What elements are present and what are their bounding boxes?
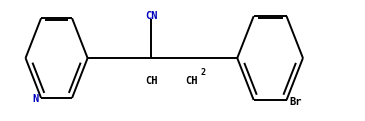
Text: N: N bbox=[32, 94, 39, 104]
Text: Br: Br bbox=[289, 97, 302, 107]
Text: CH: CH bbox=[145, 76, 158, 86]
Text: CH: CH bbox=[185, 76, 198, 86]
Text: CN: CN bbox=[145, 11, 158, 21]
Text: 2: 2 bbox=[201, 68, 206, 77]
